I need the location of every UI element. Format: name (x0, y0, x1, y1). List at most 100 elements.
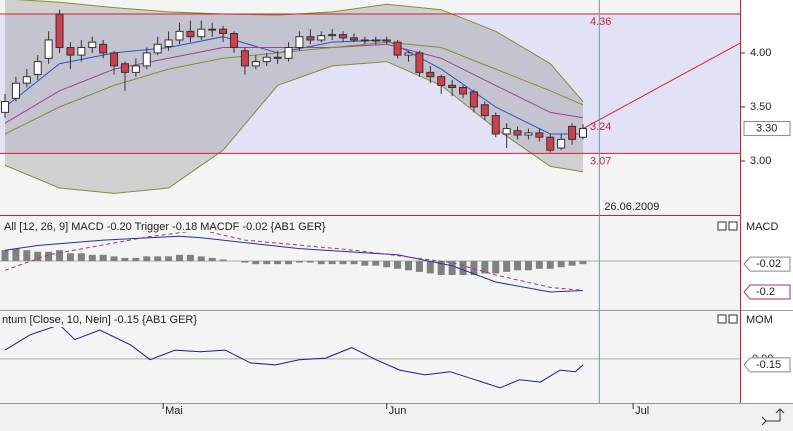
histogram-bar (121, 257, 129, 262)
histogram-bar (143, 256, 151, 262)
price-tag (743, 121, 791, 137)
histogram-bar (339, 261, 347, 265)
candle-body (437, 76, 446, 86)
candle-body (404, 52, 413, 56)
candle-body (480, 104, 489, 117)
band-fill (5, 0, 583, 194)
candle-body (1, 101, 10, 113)
histogram-bar (132, 257, 140, 262)
candle-body (55, 13, 64, 49)
candle-body (262, 56, 271, 63)
y-tick-label: 3.00 (750, 155, 771, 167)
candle-body (208, 28, 217, 31)
histogram-bar (579, 261, 587, 265)
histogram-bar (350, 261, 358, 265)
candle-body (568, 125, 577, 140)
candle-body (578, 128, 587, 138)
momentum-label: MOM (746, 314, 773, 326)
indicator-line (4, 235, 584, 293)
value-tag-label: -0.15 (756, 359, 781, 371)
histogram-bar (404, 261, 412, 271)
candle-body (459, 87, 468, 95)
histogram-bar (241, 261, 249, 263)
candle-body (284, 47, 293, 59)
candle-body (546, 136, 555, 151)
candle-body (33, 61, 42, 76)
minimize-button[interactable] (717, 314, 727, 324)
candle-body (251, 61, 260, 67)
y-tick-label: 4.00 (750, 47, 771, 59)
close-button[interactable] (728, 314, 738, 324)
histogram-bar (23, 250, 31, 262)
candle-body (11, 82, 20, 99)
macd-title: All [12, 26, 9] MACD -0.20 Trigger -0.18… (4, 221, 326, 233)
histogram-bar (372, 261, 380, 266)
histogram-bar (426, 261, 434, 274)
momentum-layer (0, 327, 740, 389)
candle-body (535, 132, 544, 138)
candle-body (77, 47, 86, 56)
histogram-bar (306, 261, 314, 263)
histogram-bar (524, 261, 532, 271)
momentum-title: ntum [Close, 10, Nein] -0.15 {AB1 GER} (2, 314, 197, 326)
histogram-bar (154, 256, 162, 262)
macd-panel (0, 216, 740, 310)
histogram-bar (110, 256, 118, 262)
histogram-bar (219, 259, 227, 262)
histogram-bar (56, 250, 64, 262)
histogram-bar (459, 261, 467, 275)
labels-layer: All [12, 26, 9] MACD -0.20 Trigger -0.18… (2, 0, 791, 417)
candle-body (219, 28, 228, 34)
candle-body (197, 28, 206, 38)
histogram-bar (415, 261, 423, 272)
value-tag (743, 284, 791, 300)
x-tick-label: Mai (165, 405, 183, 417)
candle-body (382, 39, 391, 42)
price-tag-label: 3.30 (756, 122, 777, 134)
minimize-button[interactable] (717, 221, 727, 231)
candle-body (120, 63, 129, 73)
histogram-bar (99, 254, 107, 262)
time-axis (0, 403, 793, 431)
histogram-bar (383, 261, 391, 268)
x-tick-label: Jun (389, 405, 407, 417)
histogram-bar (437, 261, 445, 275)
histogram-bar (88, 254, 96, 262)
panel-buttons[interactable] (717, 221, 738, 324)
candle-body (513, 130, 522, 136)
histogram-bar (252, 261, 260, 265)
histogram-bar (1, 250, 9, 262)
histogram-bar (12, 248, 20, 262)
histogram-bar (481, 261, 489, 274)
histogram-bar (263, 261, 271, 265)
cursor-label: 26.06.2009 (604, 201, 659, 213)
histogram-bar (45, 251, 53, 262)
level-label: 3.07 (590, 155, 611, 167)
value-tag-label: -0.2 (756, 286, 775, 298)
candle-body (502, 128, 511, 135)
value-tag (743, 357, 791, 373)
histogram-bar (448, 261, 456, 275)
candle-body (393, 41, 402, 56)
candle-body (317, 35, 326, 41)
histogram-bar (492, 261, 500, 274)
x-tick-label: Jul (635, 405, 649, 417)
histogram-bar (317, 261, 325, 265)
candle-body (415, 52, 424, 73)
corner-icon[interactable] (761, 408, 785, 426)
candle-body (142, 52, 151, 67)
candle-body (44, 39, 53, 59)
candle-body (426, 71, 435, 78)
macd-label: MACD (746, 221, 778, 233)
histogram-bar (197, 256, 205, 262)
moving-average (4, 43, 584, 124)
close-button[interactable] (728, 221, 738, 231)
histogram-bar (535, 261, 543, 269)
candle-body (99, 43, 108, 54)
candle-body (557, 138, 566, 149)
upper-band (14, 0, 584, 102)
macd-layer (0, 232, 740, 293)
histogram-bar (34, 251, 42, 262)
histogram-bar (274, 261, 282, 265)
candle-body (360, 39, 369, 42)
